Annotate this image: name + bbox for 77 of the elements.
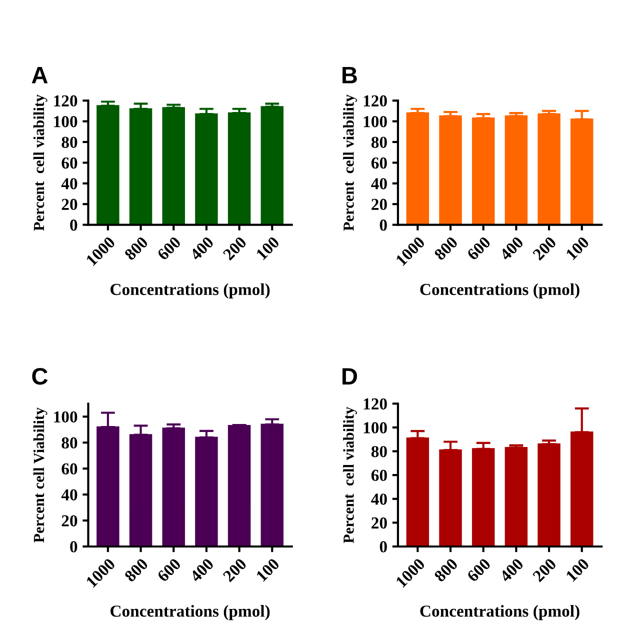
bar [195,113,218,225]
y-tick-label: 60 [62,157,78,169]
bar [504,446,528,546]
y-tick-label: 0 [380,541,387,552]
bar [162,428,185,546]
x-tick-label: 400 [499,558,524,583]
bar [260,106,284,225]
bar [439,449,462,546]
x-tick-label: 100 [565,236,590,260]
y-tick-label: 80 [371,446,387,458]
bar [538,443,560,546]
x-tick-label: 100 [565,558,590,582]
bar [96,426,120,546]
y-tick-label: 40 [61,489,78,500]
chart-title: C [32,368,48,385]
y-tick-label: 0 [380,220,387,231]
y-tick-label: 40 [371,494,387,505]
y-tick-label: 100 [54,411,78,423]
y-tick-label: 20 [372,198,387,210]
y-tick-label: 120 [364,95,387,107]
y-tick-label: 100 [364,116,387,128]
bar [129,434,152,546]
bar [162,107,185,225]
y-tick-label: 120 [364,398,387,410]
chart-title: B [342,67,357,84]
x-tick-label: 100 [256,558,280,582]
x-tick-label: 200 [222,236,248,261]
y-axis-title: Percent cell viability [33,94,48,231]
chart-title: D [342,368,358,384]
x-tick-label: 200 [532,558,557,582]
y-tick-label: 20 [372,517,387,529]
x-tick-label: 600 [466,558,492,582]
x-tick-label: 100 [256,236,280,260]
y-tick-label: 0 [70,541,78,552]
y-tick-label: 100 [364,422,387,434]
x-axis-title: Concentrations (pmol) [110,605,270,620]
x-tick-label: 600 [156,236,182,261]
y-axis-title: Percent cell Viability [33,407,48,543]
x-tick-label: 200 [222,558,248,582]
y-axis-title: Percent cell viability [343,406,357,544]
y-tick-label: 40 [61,178,78,190]
y-tick-label: 20 [62,198,78,210]
x-tick-label: 600 [466,236,492,261]
bar [228,425,251,546]
chart-title: A [32,67,48,84]
x-tick-label: 800 [124,558,149,582]
x-tick-label: 800 [434,236,458,261]
y-tick-label: 80 [62,136,78,148]
bar [195,436,218,546]
x-tick-label: 400 [189,558,214,583]
x-tick-label: 400 [499,236,524,262]
x-tick-label: 400 [189,236,214,262]
x-axis-title: Concentrations (pmol) [420,283,580,298]
y-tick-label: 80 [371,136,387,148]
bar [96,105,120,225]
y-tick-label: 80 [62,437,78,449]
y-tick-label: 40 [371,178,387,190]
bar [228,112,251,225]
bar [406,437,430,546]
y-tick-label: 20 [62,515,78,526]
y-tick-label: 60 [371,157,387,169]
y-tick-label: 60 [62,463,78,475]
x-tick-label: 800 [434,558,458,582]
y-tick-label: 60 [371,470,387,482]
bar [570,432,594,546]
x-axis-title: Concentrations (pmol) [110,283,270,298]
bar [260,424,284,546]
y-tick-label: 0 [70,220,78,231]
bar [129,108,152,225]
y-tick-label: 100 [54,116,78,128]
x-tick-label: 800 [124,236,149,261]
bar [472,448,495,546]
x-axis-title: Concentrations (pmol) [420,605,580,620]
x-tick-label: 600 [156,558,182,582]
x-tick-label: 200 [532,236,557,261]
y-tick-label: 120 [54,95,78,107]
y-axis-title: Percent cell viability [343,94,357,231]
